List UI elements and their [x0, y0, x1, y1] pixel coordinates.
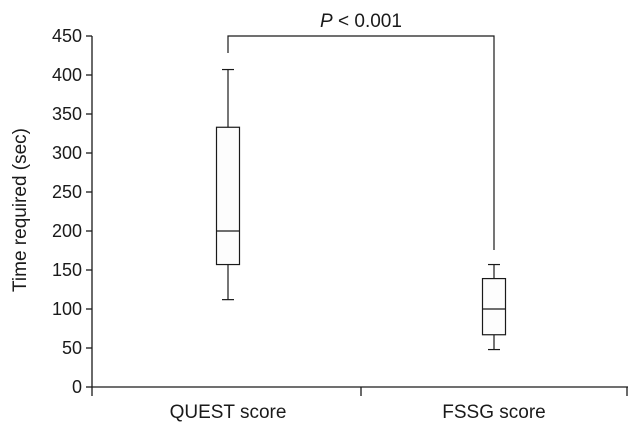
y-axis: 0 50 100 150 200 250 300 350 400 450: [52, 26, 93, 397]
p-value-text: < 0.001: [333, 11, 402, 32]
y-tick-label: 150: [52, 260, 82, 280]
p-value-label: P < 0.001: [320, 11, 402, 32]
y-tick-label: 350: [52, 104, 82, 124]
x-tick-label: FSSG score: [442, 402, 545, 423]
y-tick-label: 0: [72, 377, 82, 397]
y-tick-label: 450: [52, 26, 82, 46]
iqr-box: [215, 126, 241, 266]
y-tick-label: 200: [52, 221, 82, 241]
box-series: [215, 68, 507, 351]
box-fssg: [481, 263, 507, 351]
x-tick-label: QUEST score: [170, 402, 287, 423]
iqr-box: [481, 277, 507, 336]
y-tick-label: 50: [62, 338, 82, 358]
p-symbol: P: [320, 11, 333, 32]
significance-annotation: P < 0.001: [227, 11, 495, 250]
box-quest: [215, 68, 241, 301]
y-tick-label: 300: [52, 143, 82, 163]
x-axis: QUEST score FSSG score: [91, 386, 628, 423]
y-tick-label: 100: [52, 299, 82, 319]
significance-bracket: [227, 35, 495, 250]
y-tick-label: 250: [52, 182, 82, 202]
y-axis-label: Time required (sec): [10, 128, 31, 292]
y-tick-label: 400: [52, 65, 82, 85]
